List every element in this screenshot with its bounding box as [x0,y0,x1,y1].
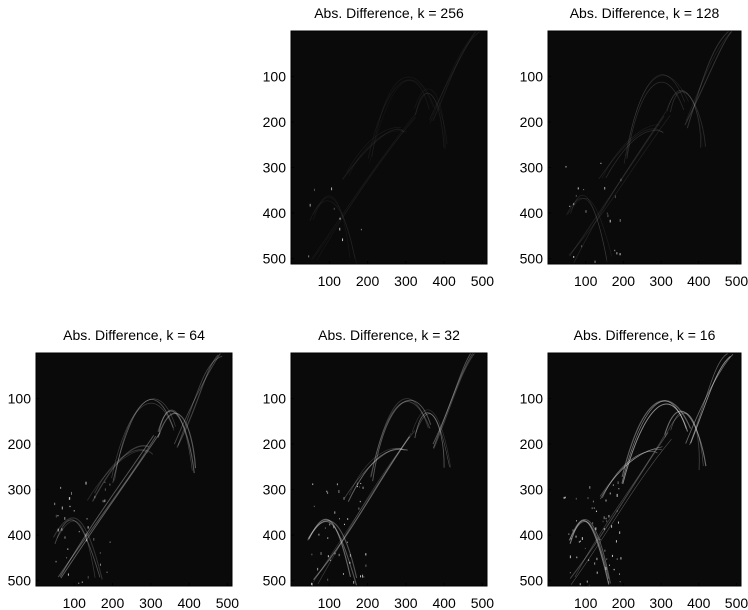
x-tick-label: 400 [687,273,711,289]
y-tick-label: 100 [520,391,544,407]
axes-frame [290,352,488,587]
axes-frame [547,352,742,587]
y-tick-label: 400 [520,527,544,543]
panel-title: Abs. Difference, k = 16 [574,327,716,343]
x-tick-label: 300 [139,595,163,610]
difference-image [548,31,741,264]
x-tick-label: 400 [687,595,711,610]
y-tick-label: 400 [263,527,287,543]
x-tick-label: 300 [649,273,673,289]
x-tick-label: 100 [574,595,598,610]
panel-5: Abs. Difference, k = 16 100 200 300 400 500 10… [520,327,748,610]
y-tick-label: 500 [520,573,544,589]
x-tick-label: 200 [101,595,125,610]
panel-4: Abs. Difference, k = 32 100 200 300 400 500 10… [263,327,495,610]
x-tick-label: 300 [394,273,418,289]
panel-1: Abs. Difference, k = 256 100 200 300 400 500 1… [263,5,495,289]
y-tick-label: 300 [520,160,544,176]
x-tick-label: 300 [394,595,418,610]
y-tick-label: 200 [520,436,544,452]
y-tick-label: 500 [263,251,287,267]
x-tick-label: 100 [318,273,342,289]
y-tick-label: 500 [8,573,32,589]
panel-title: Abs. Difference, k = 128 [570,5,720,21]
y-tick-label: 300 [263,160,287,176]
x-tick-label: 100 [574,273,598,289]
x-tick-label: 500 [725,273,748,289]
x-tick-label: 200 [612,595,636,610]
y-tick-label: 300 [263,482,287,498]
x-tick-label: 300 [649,595,673,610]
x-tick-label: 100 [63,595,87,610]
x-tick-label: 200 [356,595,380,610]
x-tick-label: 200 [612,273,636,289]
difference-image [291,353,487,586]
panel-3: Abs. Difference, k = 64 100 200 300 400 500 10… [8,327,240,610]
x-tick-label: 500 [471,273,495,289]
axes-frame [547,30,742,265]
y-tick-label: 300 [8,482,32,498]
y-tick-label: 500 [263,573,287,589]
axes-frame [35,352,233,587]
x-tick-label: 100 [318,595,342,610]
panel-title: Abs. Difference, k = 64 [63,327,205,343]
y-tick-label: 400 [8,527,32,543]
difference-image [548,353,741,586]
panel-title: Abs. Difference, k = 256 [314,5,464,21]
y-tick-label: 200 [263,114,287,130]
difference-image [291,31,487,264]
panel-2: Abs. Difference, k = 128 100 200 300 400 500 1… [520,5,748,289]
y-tick-label: 300 [520,482,544,498]
x-tick-label: 500 [216,595,240,610]
panel-title: Abs. Difference, k = 32 [318,327,460,343]
x-tick-label: 200 [356,273,380,289]
x-tick-label: 400 [432,595,456,610]
y-tick-label: 400 [520,205,544,221]
x-tick-label: 400 [432,273,456,289]
y-tick-label: 400 [263,205,287,221]
difference-image [36,353,232,586]
y-tick-label: 200 [8,436,32,452]
x-tick-label: 500 [725,595,748,610]
axes-frame [290,30,488,265]
y-tick-label: 100 [263,69,287,85]
y-tick-label: 100 [520,69,544,85]
y-tick-label: 200 [263,436,287,452]
y-tick-label: 200 [520,114,544,130]
y-tick-label: 500 [520,251,544,267]
x-tick-label: 500 [471,595,495,610]
y-tick-label: 100 [263,391,287,407]
y-tick-label: 100 [8,391,32,407]
x-tick-label: 400 [177,595,201,610]
